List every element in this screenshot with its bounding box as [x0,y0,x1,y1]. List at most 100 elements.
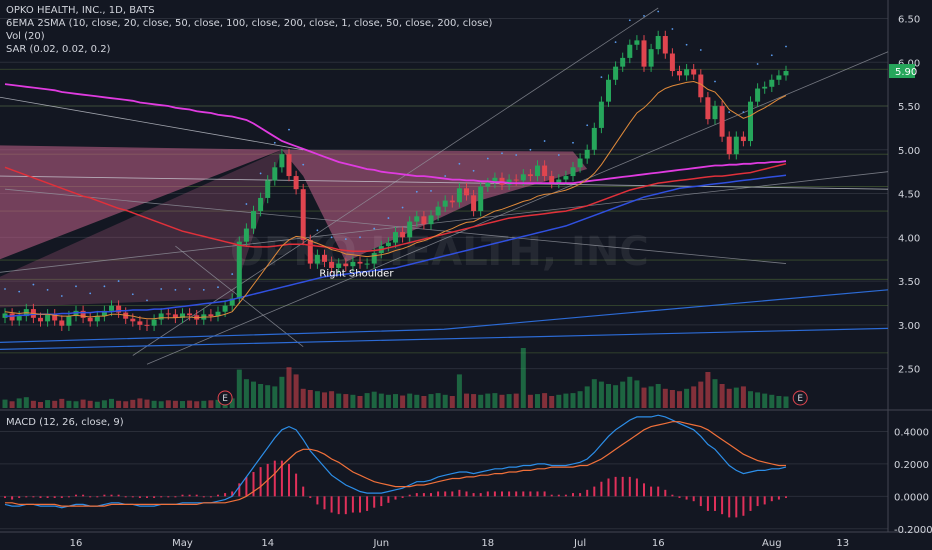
volume-bar [307,390,313,408]
macd-histogram-bar [692,496,695,502]
study-sar[interactable]: SAR (0.02, 0.02, 0.2) [6,44,111,55]
candle-body [16,316,22,321]
candle-body [52,314,58,321]
volume-bar [350,394,356,408]
sar-dot [174,288,177,291]
sar-dot [4,288,6,290]
sma-200 [4,83,787,185]
candle-body [165,313,171,315]
earnings-marker [792,390,808,406]
volume-bar [87,400,93,408]
macd-histogram-bar [437,491,440,497]
macd-histogram-bar [465,491,468,497]
time-axis-label: Jul [573,538,586,549]
macd-histogram-bar [593,486,596,497]
macd-histogram-bar [75,494,77,497]
chart-legend: OPKO HEALTH, INC., 1D, BATS 6EMA 2SMA (1… [6,4,492,56]
macd-histogram-bar [224,493,227,497]
candle-body [520,174,526,181]
sar-dot [103,285,106,288]
sar-dot [75,285,77,288]
volume-bar [485,393,491,408]
volume-bar [712,379,718,408]
volume-bar [2,399,8,408]
sar-dot [259,172,262,175]
macd-histogram-bar [621,476,624,497]
candle-body [762,86,768,89]
volume-bar [740,386,746,408]
volume-bar [478,394,484,408]
macd-histogram-bar [380,496,383,507]
volume-bar [783,396,789,408]
sar-dot [572,141,574,144]
study-volume[interactable]: Vol (20) [6,31,45,42]
volume-bar [300,388,306,408]
price-axis-label: 4.50 [898,190,920,201]
macd-histogram-bar [359,496,361,513]
macd-histogram-bar [444,491,447,497]
macd-histogram-bar [785,496,787,498]
candle-body [272,167,278,181]
sar-dot [685,43,688,46]
time-axis-label: Jun [372,538,389,549]
volume-bar [677,391,682,408]
sar-dot [756,63,759,65]
macd-histogram-bar [735,496,738,518]
candle-body [634,40,640,45]
candle-body [577,158,583,168]
candle-body [698,74,704,98]
volume-bar [606,384,611,408]
candle-body [251,211,256,229]
sar-dot [344,238,347,240]
candle-body [293,176,299,190]
candle-body [45,314,51,322]
candle-body [116,305,122,313]
sar-dot [188,288,191,290]
volume-bar [23,397,29,408]
time-axis-label: 16 [70,538,83,549]
macd-histogram-bar [160,496,163,498]
candle-body [613,66,619,80]
volume-bar [286,367,292,408]
volume-bar [755,392,761,408]
sar-dot [714,80,716,83]
sar-dot [742,111,745,114]
sar-dot [117,280,120,282]
time-axis-label: May [172,538,193,549]
macd-histogram-bar [146,496,148,498]
sar-dot [657,10,660,13]
pattern-fill [0,145,588,262]
macd-histogram-bar [430,493,432,497]
macd-histogram-bar [415,493,418,497]
symbol-title[interactable]: OPKO HEALTH, INC., 1D, BATS [6,5,155,16]
macd-histogram-bar [82,494,85,497]
macd-histogram-bar [366,496,369,511]
study-ema-sma[interactable]: 6EMA 2SMA (10, close, 20, close, 50, clo… [6,18,493,29]
volume-bar [215,399,221,408]
macd-histogram-bar [153,496,156,498]
macd-histogram-bar [131,496,134,498]
candle-body [357,261,363,264]
volume-bar [456,374,462,408]
candle-body [400,232,406,238]
macd-legend: MACD (12, 26, close, 9) [6,416,124,429]
sar-dot [245,203,248,205]
macd-histogram-bar [67,496,70,498]
candle-body [371,253,377,264]
macd-histogram-bar [217,494,219,497]
study-macd[interactable]: MACD (12, 26, close, 9) [6,417,124,428]
macd-histogram-bar [110,494,113,497]
sar-dot [458,162,461,165]
macd-histogram-bar [89,496,92,498]
volume-bar [243,379,249,408]
candle-body [669,53,675,72]
candle-body [705,97,711,120]
candle-body [691,69,697,75]
volume-bar [407,393,413,408]
candle-body [421,216,427,225]
macd-histogram-bar [479,493,482,497]
sar-dot [770,54,773,57]
macd-histogram-bar [742,496,745,516]
sar-dot [501,152,503,155]
